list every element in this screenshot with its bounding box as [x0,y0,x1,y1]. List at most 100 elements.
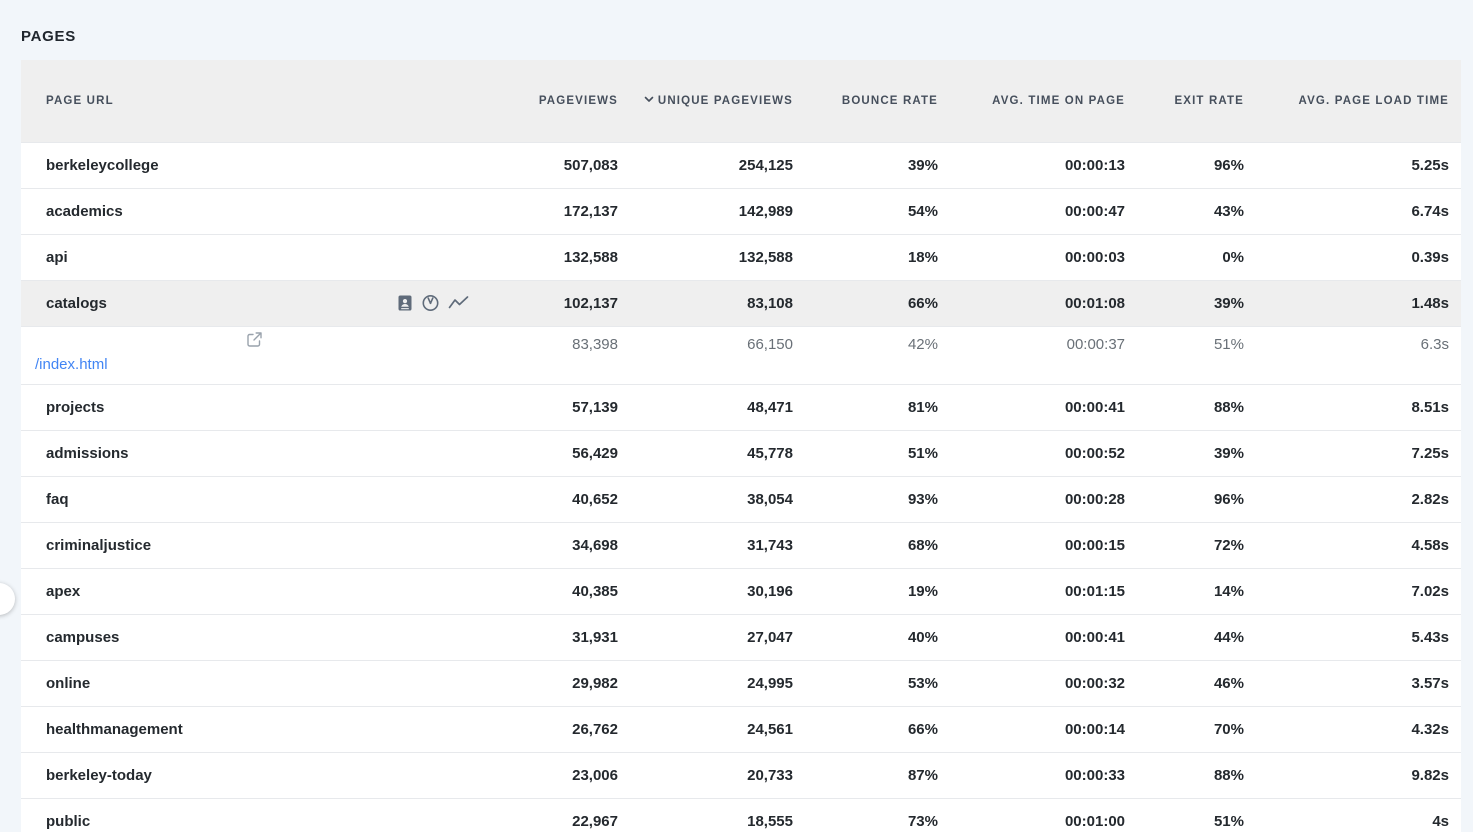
cell-exit-rate: 44% [1125,613,1244,660]
cell-unique-pageviews: 24,561 [618,705,793,752]
table-row[interactable]: /index.html 83,398 66,150 42% 00:00:37 5… [21,325,1461,384]
table-row[interactable]: faq 40,652 38,054 93% 00:00:28 96% 2.82s [21,475,1461,522]
pages-table: PAGE URL PAGEVIEWS UNIQUE PAGEVIEWS BOUN… [21,60,1461,832]
table-row[interactable]: projects 57,139 48,471 81% 00:00:41 88% … [21,383,1461,430]
cell-avg-page-load-time: 6.74s [1244,187,1461,234]
cell-unique-pageviews: 45,778 [618,429,793,476]
cell-avg-page-load-time: 9.82s [1244,751,1461,798]
cell-bounce-rate: 39% [793,141,938,188]
cell-bounce-rate: 66% [793,279,938,326]
trend-line-icon[interactable] [448,296,469,311]
table-row[interactable]: apex 40,385 30,196 19% 00:01:15 14% 7.02… [21,567,1461,614]
cell-avg-page-load-time: 1.48s [1244,279,1461,326]
column-header-pageviews[interactable]: PAGEVIEWS [521,60,618,142]
column-header-avg-time-on-page[interactable]: AVG. TIME ON PAGE [938,60,1125,142]
column-header-label: BOUNCE RATE [841,94,938,107]
column-header-avg-page-load-time[interactable]: AVG. PAGE LOAD TIME [1244,60,1461,142]
cell-bounce-rate: 19% [793,567,938,614]
column-header-label: PAGEVIEWS [538,94,618,107]
cell-avg-page-load-time: 7.25s [1244,429,1461,476]
cell-exit-rate: 70% [1125,705,1244,752]
contact-card-icon[interactable] [397,295,413,312]
column-header-label: UNIQUE PAGEVIEWS [657,95,793,108]
page-url-cell: criminaljustice [21,521,521,568]
cell-pageviews: 31,931 [521,613,618,660]
column-header-bounce-rate[interactable]: BOUNCE RATE [793,60,938,142]
table-row[interactable]: api 132,588 132,588 18% 00:00:03 0% 0.39… [21,233,1461,280]
cell-avg-time-on-page: 00:01:00 [938,797,1125,832]
floating-action-button-partial[interactable] [0,583,15,615]
cell-pageviews: 57,139 [521,383,618,430]
cell-bounce-rate: 66% [793,705,938,752]
table-row[interactable]: catalogs 102,137 83,108 66% 00:01:08 39%… [21,279,1461,326]
cell-avg-time-on-page: 00:00:14 [938,705,1125,752]
page-url-label: api [46,248,68,266]
pages-table-card: PAGE URL PAGEVIEWS UNIQUE PAGEVIEWS BOUN… [21,60,1461,832]
row-hover-actions [397,294,469,313]
table-row[interactable]: online 29,982 24,995 53% 00:00:32 46% 3.… [21,659,1461,706]
cell-exit-rate: 51% [1125,797,1244,832]
cell-exit-rate: 96% [1125,141,1244,188]
table-row[interactable]: admissions 56,429 45,778 51% 00:00:52 39… [21,429,1461,476]
page-url-cell: admissions [21,429,521,476]
cell-avg-page-load-time: 4.32s [1244,705,1461,752]
cell-unique-pageviews: 27,047 [618,613,793,660]
cell-pageviews: 23,006 [521,751,618,798]
page-url-cell: /index.html [21,325,521,384]
page-url-link[interactable]: /index.html [35,355,108,373]
cell-bounce-rate: 40% [793,613,938,660]
cell-pageviews: 102,137 [521,279,618,326]
page-url-cell: academics [21,187,521,234]
cell-exit-rate: 72% [1125,521,1244,568]
cell-exit-rate: 39% [1125,429,1244,476]
column-header-url[interactable]: PAGE URL [21,60,521,142]
table-row[interactable]: berkeleycollege 507,083 254,125 39% 00:0… [21,141,1461,188]
cell-bounce-rate: 93% [793,475,938,522]
column-header-unique-pageviews[interactable]: UNIQUE PAGEVIEWS [618,60,793,142]
page-title: PAGES [21,28,76,45]
cell-exit-rate: 88% [1125,751,1244,798]
cell-pageviews: 172,137 [521,187,618,234]
cell-bounce-rate: 87% [793,751,938,798]
page-url-cell: berkeley-today [21,751,521,798]
page-url-label: catalogs [46,294,107,312]
cell-avg-page-load-time: 8.51s [1244,383,1461,430]
page-url-cell: healthmanagement [21,705,521,752]
cell-bounce-rate: 42% [793,325,938,384]
table-row[interactable]: public 22,967 18,555 73% 00:01:00 51% 4s [21,797,1461,832]
table-row[interactable]: academics 172,137 142,989 54% 00:00:47 4… [21,187,1461,234]
column-header-exit-rate[interactable]: EXIT RATE [1125,60,1244,142]
cell-bounce-rate: 18% [793,233,938,280]
page-url-cell: online [21,659,521,706]
cell-unique-pageviews: 142,989 [618,187,793,234]
cell-avg-time-on-page: 00:00:52 [938,429,1125,476]
page-url-cell: faq [21,475,521,522]
cell-unique-pageviews: 83,108 [618,279,793,326]
page-speed-icon[interactable] [421,294,440,313]
cell-avg-time-on-page: 00:00:41 [938,613,1125,660]
cell-pageviews: 40,652 [521,475,618,522]
cell-unique-pageviews: 66,150 [618,325,793,384]
cell-unique-pageviews: 30,196 [618,567,793,614]
cell-bounce-rate: 51% [793,429,938,476]
page-url-label: admissions [46,444,129,462]
table-row[interactable]: criminaljustice 34,698 31,743 68% 00:00:… [21,521,1461,568]
cell-pageviews: 40,385 [521,567,618,614]
page-url-cell: projects [21,383,521,430]
cell-pageviews: 34,698 [521,521,618,568]
cell-pageviews: 29,982 [521,659,618,706]
cell-pageviews: 26,762 [521,705,618,752]
cell-pageviews: 56,429 [521,429,618,476]
cell-unique-pageviews: 24,995 [618,659,793,706]
page-url-cell: apex [21,567,521,614]
table-row[interactable]: healthmanagement 26,762 24,561 66% 00:00… [21,705,1461,752]
table-row[interactable]: berkeley-today 23,006 20,733 87% 00:00:3… [21,751,1461,798]
page-url-label: projects [46,398,105,416]
column-header-label: AVG. PAGE LOAD TIME [1298,94,1449,107]
cell-pageviews: 507,083 [521,141,618,188]
cell-exit-rate: 0% [1125,233,1244,280]
cell-unique-pageviews: 132,588 [618,233,793,280]
table-row[interactable]: campuses 31,931 27,047 40% 00:00:41 44% … [21,613,1461,660]
external-link-icon[interactable] [246,331,263,352]
page-url-cell: public [21,797,521,832]
